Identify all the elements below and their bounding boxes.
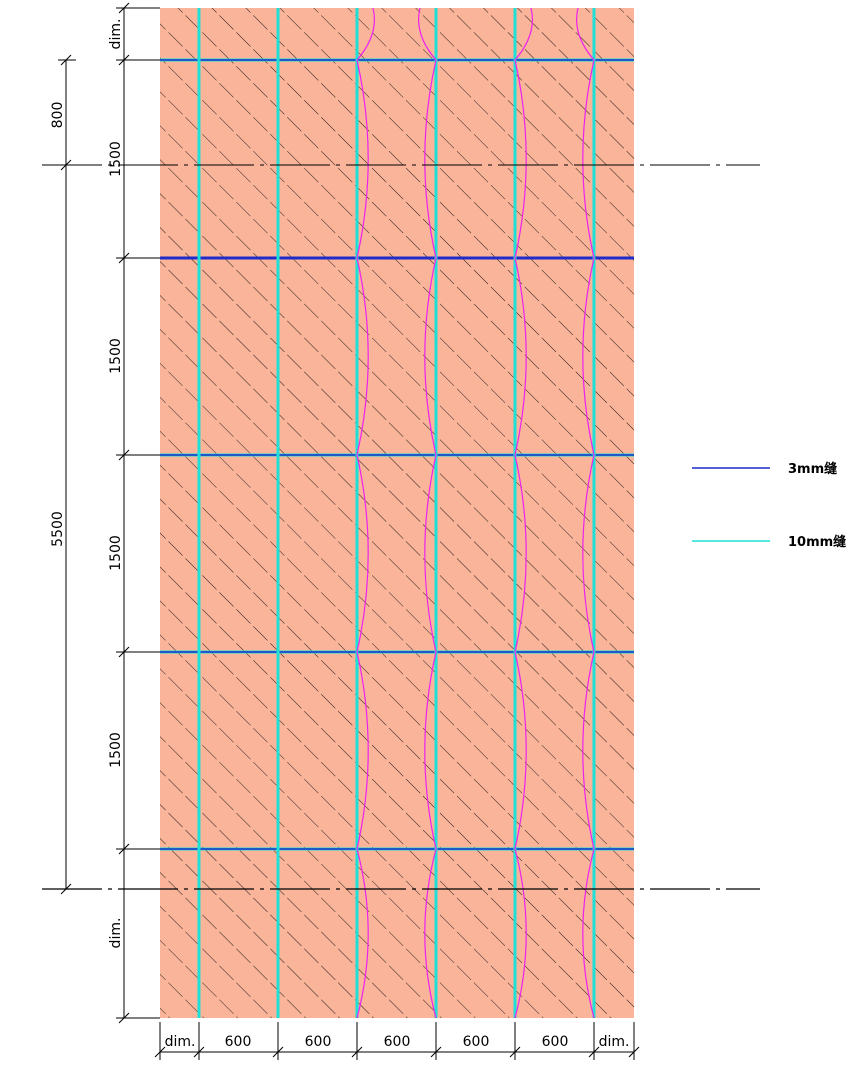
vertical-joints [197, 8, 596, 1018]
curve-line [576, 7, 595, 1019]
panel-hatch [160, 8, 634, 1018]
dim-left-outer-5500: 5500 [50, 511, 66, 547]
dim-bottom-2: 600 [305, 1034, 332, 1050]
legend: 3mm缝 10mm缝 [692, 461, 846, 550]
curve-line [514, 7, 533, 1019]
horizontal-joints [160, 58, 634, 851]
dim-bottom-right: dim. [599, 1034, 630, 1050]
dim-bottom-3: 600 [384, 1034, 411, 1050]
dim-bottom-1: 600 [225, 1034, 252, 1050]
pink-curves [356, 7, 595, 1019]
dim-bottom-left: dim. [165, 1034, 196, 1050]
dim-left-inner-4: 1500 [108, 732, 124, 768]
dim-left-outer-800: 800 [50, 102, 66, 129]
legend-label-10mm: 10mm缝 [788, 534, 846, 550]
dim-left-inner-bottom: dim. [108, 918, 124, 949]
left-outer-dimension [58, 54, 76, 895]
legend-label-3mm: 3mm缝 [788, 461, 837, 477]
dim-bottom-4: 600 [463, 1034, 490, 1050]
bottom-dimension [154, 1022, 640, 1060]
curve-line [418, 7, 437, 1019]
dim-left-inner-2: 1500 [108, 338, 124, 374]
left-inner-dimension [116, 2, 160, 1024]
dim-left-inner-3: 1500 [108, 535, 124, 571]
curve-line [356, 7, 375, 1019]
dim-left-inner-top: dim. [108, 19, 124, 50]
dim-bottom-5: 600 [542, 1034, 569, 1050]
dim-left-inner-1: 1500 [108, 141, 124, 177]
